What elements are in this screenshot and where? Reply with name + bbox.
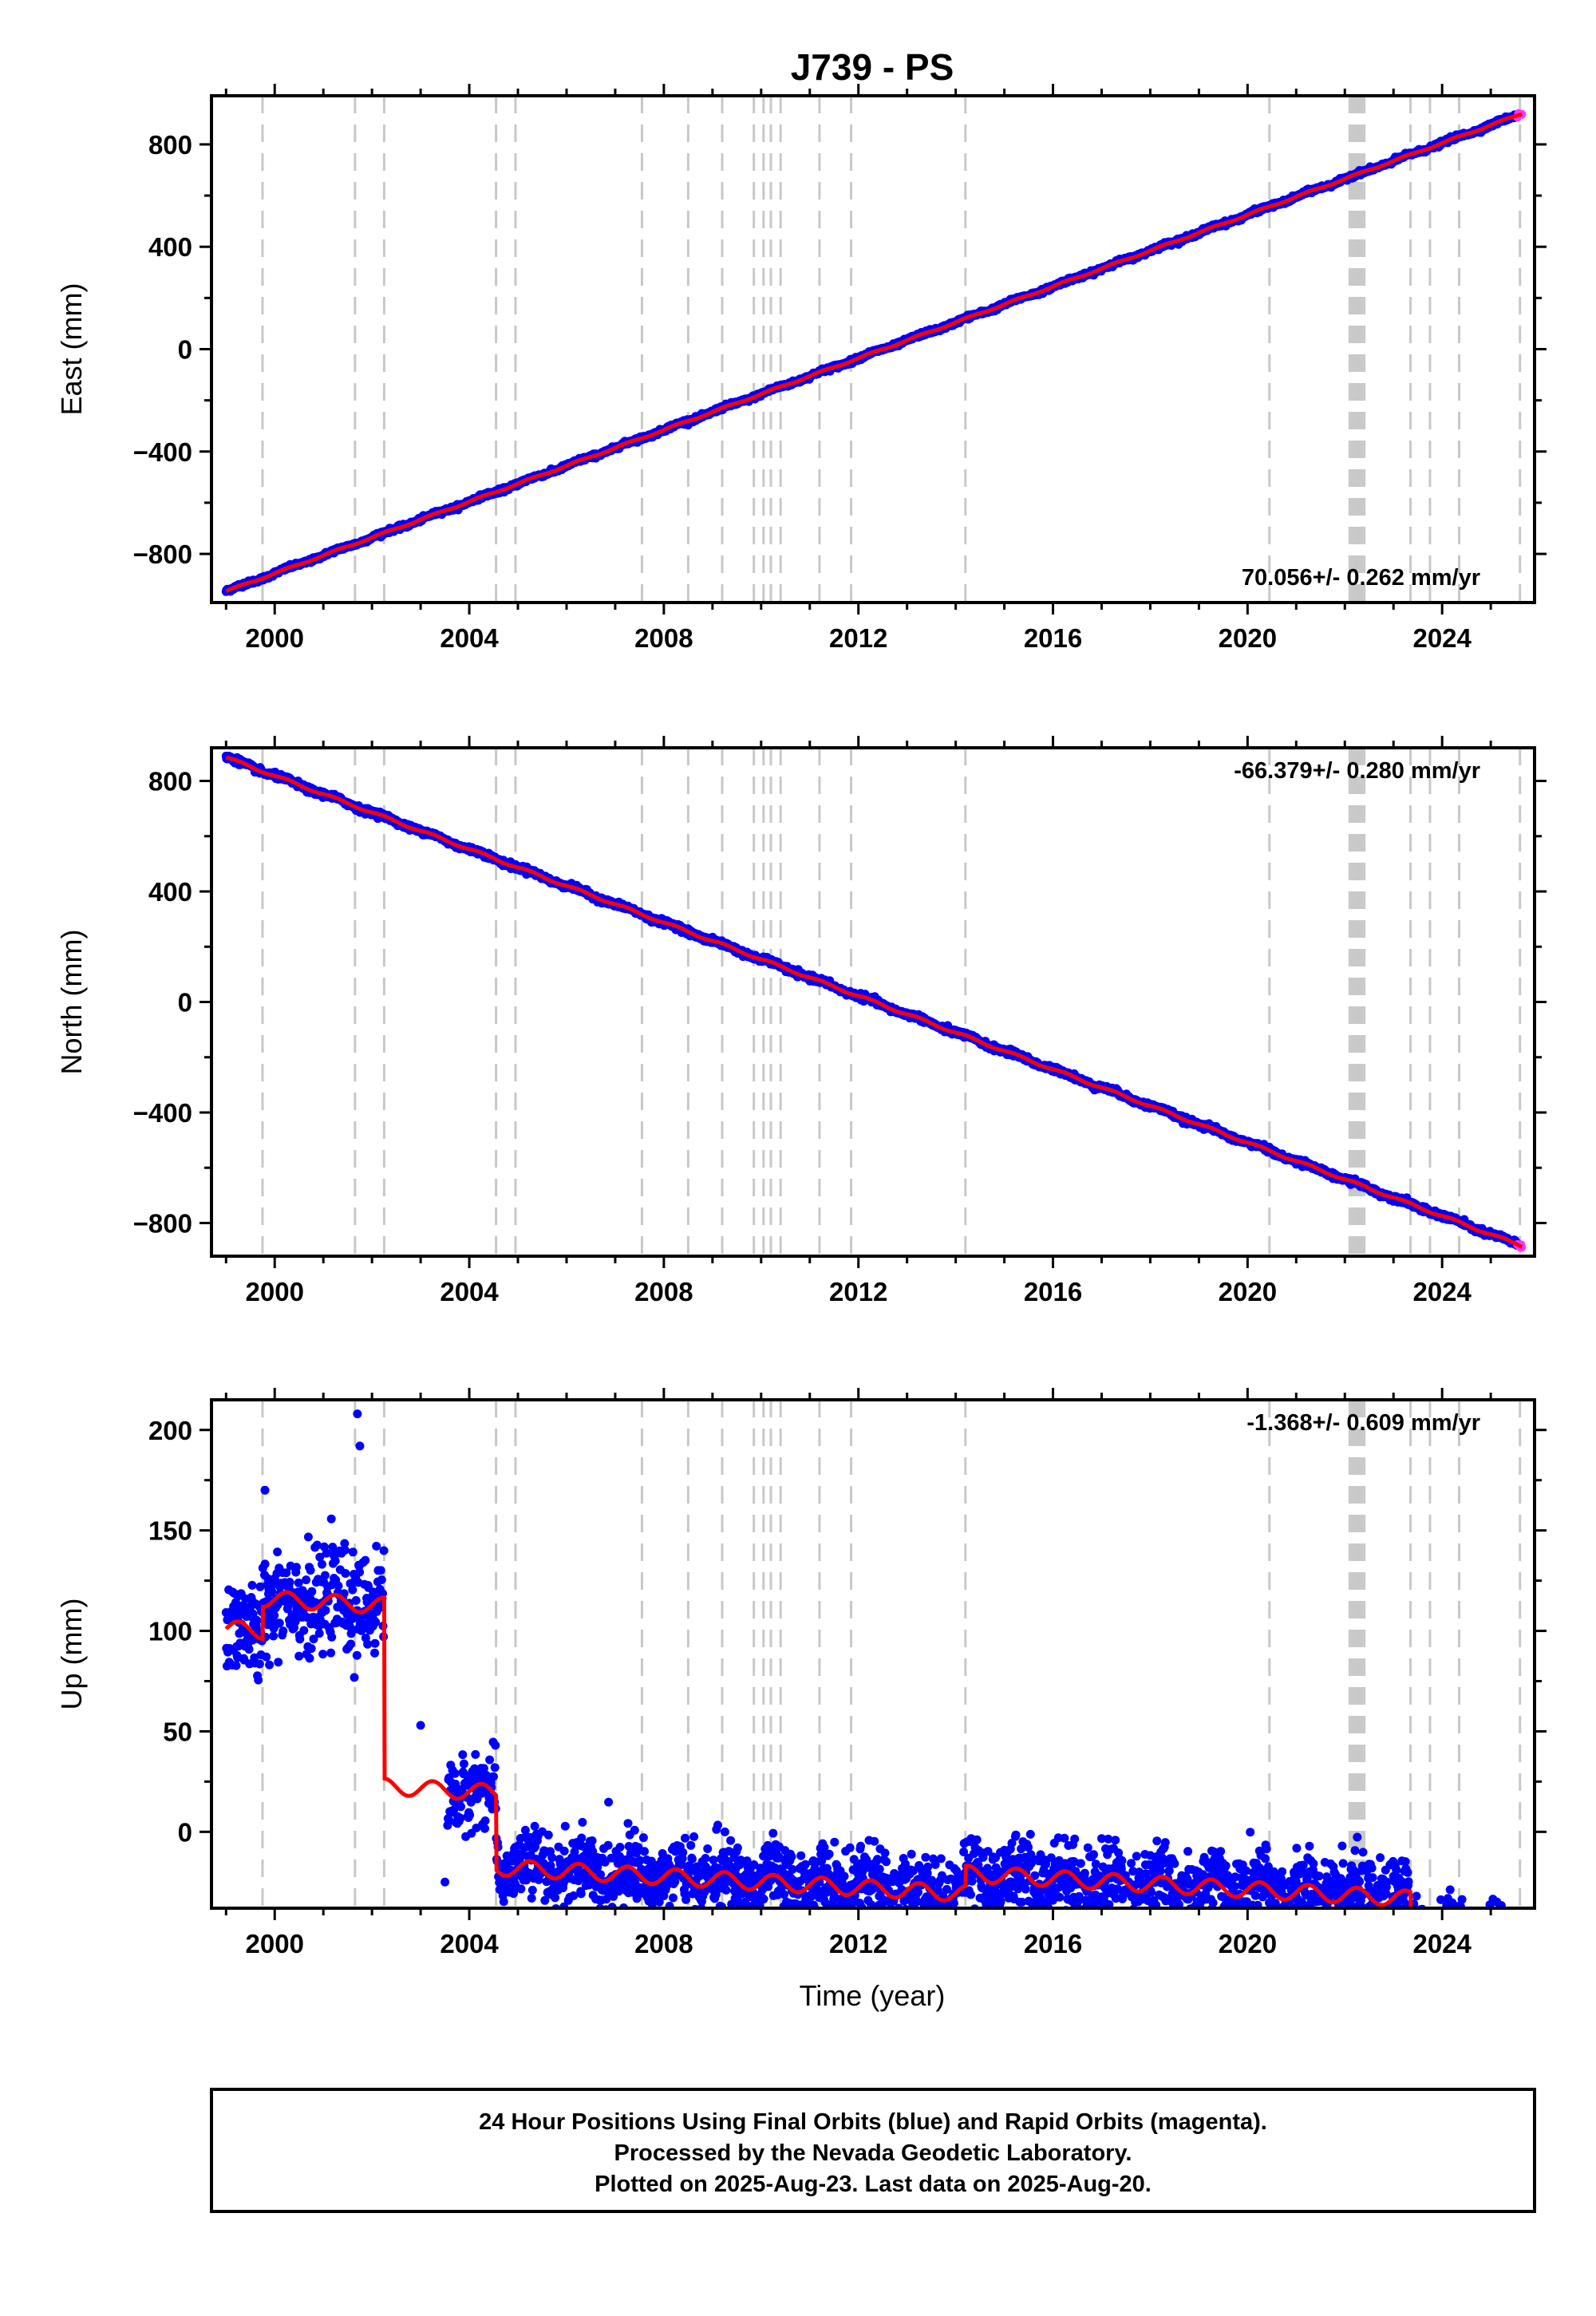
east-y-axis-label: East (mm) (55, 283, 88, 416)
east-y-tick-label: −400 (133, 437, 192, 467)
figure-title: J739 - PS (791, 46, 954, 88)
east-y-tick-label: 800 (148, 130, 192, 160)
east-panel: 2000 2004 2008 2012 2016 2020 2024 −800 −400 0 400… (55, 84, 1547, 653)
east-model-line (225, 112, 1523, 594)
east-x-tick-label: 2000 (246, 623, 304, 653)
east-y-tick-label: −800 (133, 539, 192, 569)
east-x-tick-label: 2024 (1412, 623, 1472, 653)
north-panel: 2000 2004 2008 2012 2016 2020 2024−800−4000400… (55, 736, 1547, 1306)
east-y-axis: −800 −400 0 400 800 (133, 130, 1547, 569)
east-x-tick-label: 2020 (1219, 623, 1277, 653)
east-rate-label: 70.056+/- 0.262 mm/yr (1242, 565, 1480, 591)
east-x-tick-label: 2004 (440, 623, 499, 653)
east-x-tick-label: 2016 (1024, 623, 1082, 653)
east-y-tick-label: 400 (148, 232, 192, 262)
east-x-tick-label: 2008 (634, 623, 693, 653)
east-x-tick-label: 2012 (829, 623, 887, 653)
east-y-tick-label: 0 (178, 335, 192, 365)
